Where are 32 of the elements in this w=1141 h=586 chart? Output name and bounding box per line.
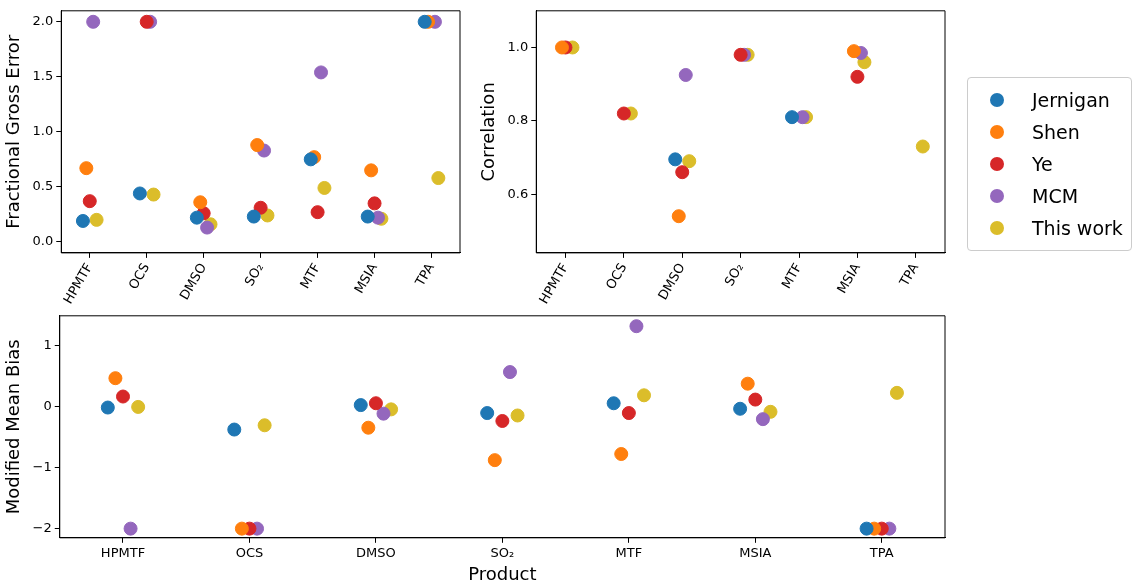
y-tick-label: −1 — [32, 458, 52, 474]
y-axis-title: Fractional Gross Error — [2, 34, 24, 229]
x-tick-label: MSIA — [739, 544, 772, 560]
x-tick-label: TPA — [895, 260, 922, 290]
y-tick-label: 1.5 — [32, 68, 54, 84]
y-tick-label: 0 — [43, 397, 52, 413]
y-tick-label: 0.0 — [32, 233, 54, 249]
x-tick-label: HPMTF — [100, 544, 146, 560]
legend-label: This work — [1032, 217, 1123, 239]
x-tick-label: SO₂ — [721, 260, 747, 289]
x-tick-label: SO₂ — [241, 260, 267, 289]
y-tick-label: 0.6 — [507, 185, 529, 201]
legend-label: MCM — [1032, 185, 1079, 207]
x-axis-title: Product — [468, 562, 537, 584]
y-tick-label: 1.0 — [32, 123, 54, 139]
y-tick-label: 0.5 — [32, 178, 54, 194]
x-tick-label: TPA — [411, 260, 438, 290]
y-axis-title: Correlation — [477, 82, 499, 182]
legend-label: Ye — [1032, 153, 1053, 175]
x-tick-label: TPA — [868, 544, 894, 560]
legend-label: Jernigan — [1032, 89, 1110, 111]
x-tick-label: OCS — [235, 544, 264, 560]
y-tick-label: 2.0 — [32, 13, 54, 29]
x-tick-label: SO₂ — [490, 544, 515, 560]
y-tick-label: 1.0 — [507, 38, 529, 54]
y-tick-label: −2 — [32, 520, 52, 535]
y-axis-title: Modified Mean Bias — [2, 339, 24, 515]
legend-label: Shen — [1032, 121, 1080, 143]
x-tick-label: DMSO — [356, 544, 396, 560]
x-tick-label: MTF — [615, 544, 643, 560]
y-tick-label: 1 — [43, 336, 52, 352]
y-tick-label: 0.8 — [507, 112, 529, 128]
